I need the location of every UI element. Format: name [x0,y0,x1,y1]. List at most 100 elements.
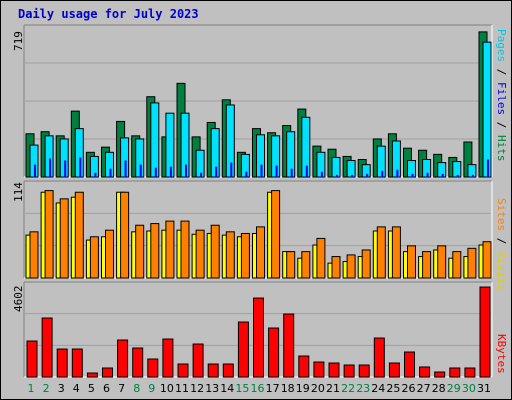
day-label: 18 [280,382,295,395]
kbytes-bar [41,317,53,378]
sites-bar [150,223,160,279]
pages-bar [245,171,248,177]
kbytes-bar [132,347,144,378]
day-label: 13 [205,382,220,395]
kbytes-bar [147,358,159,378]
pages-bar [320,171,323,177]
day-label: 29 [446,382,461,395]
day-label: 6 [103,382,110,395]
day-label: 4 [72,382,80,395]
sites-bar [74,191,84,279]
kbytes-bar [117,339,129,378]
day-label: 14 [220,382,235,395]
pages-bar [411,173,414,177]
sites-bar [361,249,371,279]
hits-ymax-label: 719 [12,31,25,51]
legend-pages: Pages [495,29,508,63]
pages-bar [487,159,489,177]
pages-bar [426,172,429,177]
pages-bar [139,164,142,177]
files-bar [59,138,69,178]
pages-bar [275,165,278,177]
legend-visits: Visits [495,251,508,291]
pages-bar [185,164,187,177]
pages-bar [200,172,203,177]
sites-bar [346,254,356,279]
pages-bar [456,174,459,177]
legend-kbytes: KBytes [495,334,508,374]
sites-bar [301,251,311,279]
sites-bar [165,220,175,279]
pages-bar [94,172,97,177]
kbytes-bar [177,363,189,378]
kbytes-bar [373,337,385,378]
sites-bar [105,229,114,279]
sites-bar [391,226,401,279]
pages-bar [64,160,67,177]
legend-files: Files [495,82,508,116]
visits-panel-legend: Sites / Visits [495,198,508,291]
sites-bar [29,231,39,279]
kbytes-bar [434,371,446,378]
pages-bar [381,170,384,177]
files-bar [482,41,492,178]
day-label: 27 [416,382,431,395]
sites-bar [44,190,54,279]
pages-bar [34,164,36,177]
kbytes-bar [26,340,38,378]
files-bar [452,161,462,178]
sites-bar [225,231,235,279]
pages-bar [441,173,444,177]
kbytes-bar [253,297,264,378]
pages-bar [290,168,293,177]
day-label: 26 [401,382,416,395]
kbytes-bar [358,364,370,378]
chart-title: Daily usage for July 2023 [18,7,199,21]
sites-bar [437,245,447,279]
files-bar [150,102,160,178]
sites-bar [195,229,205,279]
kbytes-bar [419,366,431,378]
kbytes-bar [328,362,340,378]
sites-bar [210,224,220,279]
sites-bar [256,226,265,279]
day-label: 23 [356,382,371,395]
kbytes-bar [298,355,310,378]
kbytes-bar [237,321,249,378]
kbytes-panel-legend: KBytes [495,334,508,374]
day-label: 19 [295,382,310,395]
pages-bar [215,166,218,177]
sites-bar [482,241,492,279]
visits-ymax-label: 114 [12,182,25,202]
kbytes-bar [449,367,461,378]
pages-bar [49,158,52,177]
kbytes-bar [464,367,476,378]
pages-bar [79,157,82,177]
kbytes-bar [268,327,280,378]
sites-bar [376,226,386,279]
pages-bar [366,173,369,177]
sites-bar [120,191,130,279]
sites-bar [331,256,341,279]
sites-bar [180,220,190,279]
day-label: 21 [326,382,340,395]
kbytes-bar [479,286,491,378]
kbytes-bar [71,348,83,378]
pages-bar [260,164,263,177]
pages-bar [109,168,112,177]
day-label: 1 [27,382,35,395]
pages-bar [471,174,474,177]
sites-bar [59,198,69,279]
day-label: 10 [159,382,174,395]
day-label: 31 [477,382,491,395]
kbytes-bar [404,351,415,378]
files-bar [346,160,356,178]
sites-bar [286,251,296,279]
legend-sites: Sites [495,198,508,232]
kbytes-bar [192,343,204,378]
pages-bar [169,166,172,177]
kbytes-bar [56,348,68,378]
pages-bar [305,165,308,177]
